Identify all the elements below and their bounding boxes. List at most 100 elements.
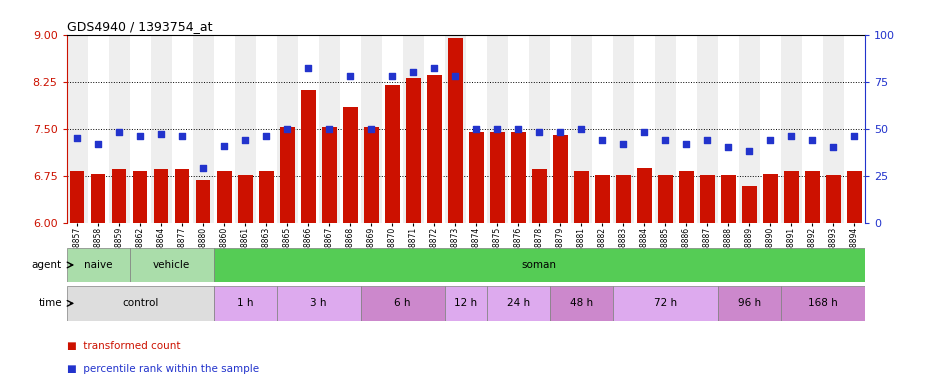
- Bar: [612, 35, 634, 223]
- Bar: [781, 286, 865, 321]
- Point: [238, 137, 253, 143]
- Bar: [571, 35, 592, 223]
- Bar: [739, 35, 759, 223]
- Bar: [658, 175, 672, 223]
- Point: [595, 137, 610, 143]
- Bar: [301, 90, 315, 223]
- Point: [322, 126, 337, 132]
- Bar: [679, 171, 694, 223]
- Bar: [553, 135, 568, 223]
- Bar: [445, 35, 465, 223]
- Bar: [487, 35, 508, 223]
- Bar: [844, 35, 865, 223]
- Bar: [214, 286, 277, 321]
- Bar: [529, 35, 549, 223]
- Bar: [214, 248, 865, 282]
- Text: 12 h: 12 h: [454, 298, 477, 308]
- Bar: [216, 171, 231, 223]
- Bar: [402, 35, 424, 223]
- Point: [490, 126, 505, 132]
- Bar: [277, 286, 361, 321]
- Bar: [490, 132, 505, 223]
- Point: [679, 141, 694, 147]
- Text: vehicle: vehicle: [153, 260, 191, 270]
- Point: [175, 133, 190, 139]
- Text: ■  transformed count: ■ transformed count: [67, 341, 180, 351]
- Bar: [634, 35, 655, 223]
- Point: [132, 133, 147, 139]
- Bar: [697, 35, 718, 223]
- Text: 72 h: 72 h: [654, 298, 677, 308]
- Text: ■  percentile rank within the sample: ■ percentile rank within the sample: [67, 364, 259, 374]
- Bar: [259, 171, 274, 223]
- Point: [847, 133, 862, 139]
- Bar: [532, 169, 547, 223]
- Bar: [511, 132, 525, 223]
- Bar: [592, 35, 612, 223]
- Bar: [175, 169, 190, 223]
- Bar: [339, 35, 361, 223]
- Point: [826, 144, 841, 151]
- Bar: [382, 35, 402, 223]
- Bar: [298, 35, 319, 223]
- Bar: [172, 35, 192, 223]
- Point: [616, 141, 631, 147]
- Bar: [595, 175, 610, 223]
- Bar: [424, 35, 445, 223]
- Bar: [385, 85, 400, 223]
- Point: [364, 126, 378, 132]
- Bar: [465, 35, 487, 223]
- Point: [426, 65, 441, 71]
- Bar: [255, 35, 277, 223]
- Text: time: time: [38, 298, 62, 308]
- Bar: [616, 175, 631, 223]
- Bar: [108, 35, 130, 223]
- Bar: [781, 35, 802, 223]
- Bar: [847, 171, 862, 223]
- Point: [658, 137, 672, 143]
- Bar: [802, 35, 823, 223]
- Text: 168 h: 168 h: [808, 298, 838, 308]
- Bar: [67, 35, 88, 223]
- Bar: [192, 35, 214, 223]
- Text: 24 h: 24 h: [507, 298, 530, 308]
- Bar: [88, 35, 108, 223]
- Point: [574, 126, 588, 132]
- Bar: [448, 38, 462, 223]
- Bar: [364, 127, 378, 223]
- Text: agent: agent: [31, 260, 62, 270]
- Bar: [721, 175, 735, 223]
- Text: 96 h: 96 h: [738, 298, 761, 308]
- Bar: [445, 286, 487, 321]
- Bar: [67, 248, 130, 282]
- Bar: [574, 171, 588, 223]
- Bar: [214, 35, 235, 223]
- Bar: [322, 127, 337, 223]
- Bar: [196, 180, 211, 223]
- Text: control: control: [122, 298, 158, 308]
- Point: [154, 131, 168, 137]
- Point: [742, 148, 757, 154]
- Text: 1 h: 1 h: [237, 298, 253, 308]
- Bar: [238, 175, 253, 223]
- Point: [406, 69, 421, 75]
- Bar: [154, 169, 168, 223]
- Bar: [823, 35, 844, 223]
- Point: [784, 133, 799, 139]
- Bar: [343, 107, 358, 223]
- Bar: [549, 286, 612, 321]
- Bar: [319, 35, 339, 223]
- Bar: [784, 171, 798, 223]
- Point: [637, 129, 652, 136]
- Bar: [549, 35, 571, 223]
- Point: [385, 73, 400, 79]
- Bar: [69, 171, 84, 223]
- Bar: [676, 35, 697, 223]
- Point: [805, 137, 820, 143]
- Bar: [655, 35, 676, 223]
- Point: [763, 137, 778, 143]
- Bar: [277, 35, 298, 223]
- Bar: [361, 35, 382, 223]
- Bar: [742, 186, 757, 223]
- Bar: [361, 286, 445, 321]
